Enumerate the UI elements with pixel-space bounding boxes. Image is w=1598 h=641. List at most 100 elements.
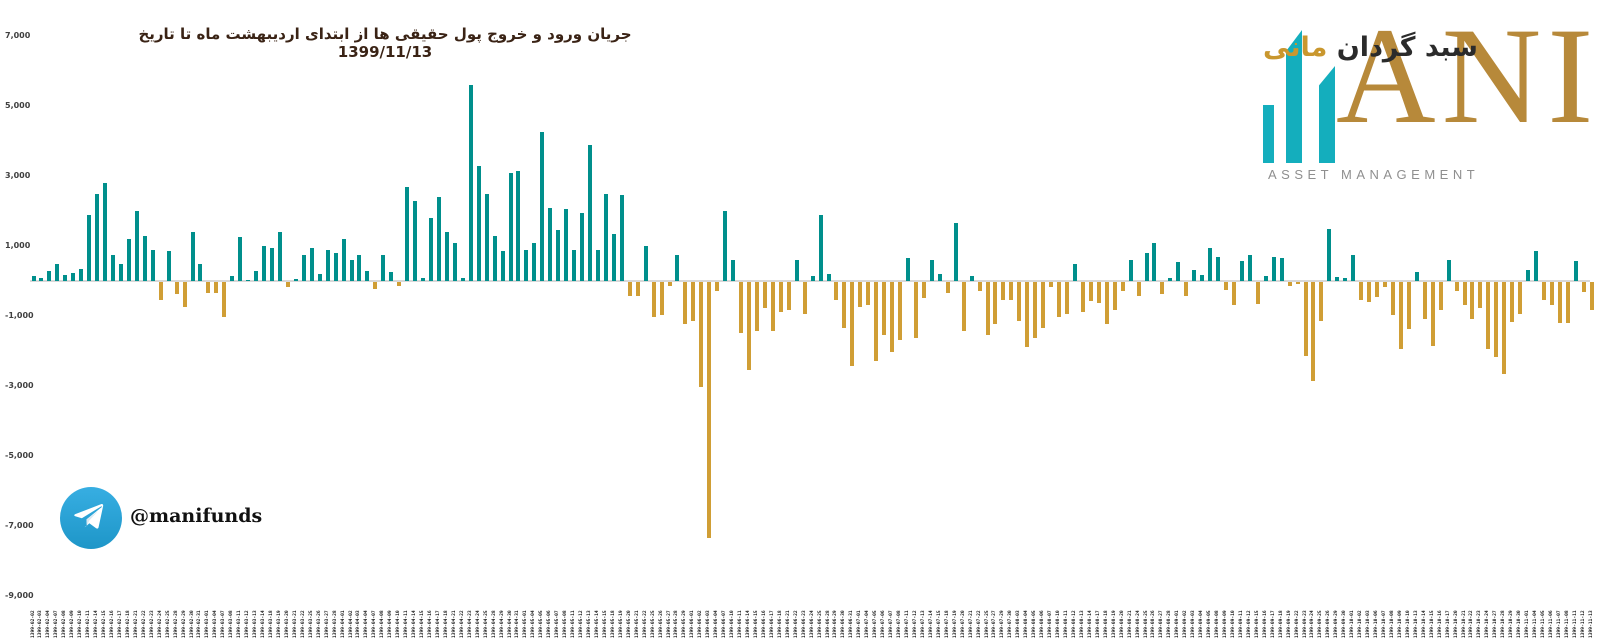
bar — [651, 282, 656, 317]
x-axis-label: 1399-06-11 — [738, 610, 744, 638]
x-axis-label: 1399-03-13 — [253, 610, 259, 638]
x-axis-label: 1399-05-08 — [563, 610, 569, 638]
x-axis-label: 1399-04-18 — [443, 610, 449, 638]
x-axis-label: 1399-06-14 — [746, 610, 751, 638]
bar — [906, 258, 910, 281]
x-axis-label: 1399-08-26 — [1151, 610, 1157, 638]
x-axis-label: 1399-08-28 — [1167, 610, 1173, 638]
bar — [246, 279, 251, 281]
bar — [325, 249, 330, 281]
x-axis-line — [30, 280, 1590, 282]
x-axis-label: 1399-08-07 — [1048, 610, 1054, 638]
bar — [1120, 282, 1125, 291]
x-axis-label: 1399-10-07 — [1382, 610, 1387, 638]
x-axis-label: 1399-02-18 — [125, 610, 131, 638]
bar — [580, 212, 585, 281]
bar — [977, 282, 982, 291]
x-axis-label: 1399-07-04 — [865, 610, 871, 638]
bar — [1414, 272, 1419, 281]
bar — [1526, 269, 1531, 281]
x-axis-label: 1399-06-22 — [793, 610, 799, 638]
x-axis-label: 1399-02-25 — [165, 610, 171, 638]
bar — [1470, 282, 1475, 320]
bar — [929, 260, 934, 281]
x-axis-label: 1399-03-27 — [324, 610, 330, 638]
x-axis-label: 1399-05-27 — [666, 610, 672, 638]
bar — [778, 282, 783, 312]
x-axis-label: 1399-05-15 — [602, 610, 608, 638]
bar — [723, 211, 728, 281]
bar — [1581, 282, 1586, 292]
x-axis-label: 1399-02-16 — [110, 610, 115, 638]
x-axis-label: 1399-10-21 — [1461, 610, 1467, 638]
bar — [1247, 254, 1252, 281]
bar — [1542, 282, 1546, 301]
x-axis-label: 1399-07-22 — [976, 610, 982, 638]
bar — [1231, 282, 1236, 306]
x-axis-label: 1399-04-07 — [372, 610, 378, 638]
bar — [230, 275, 235, 281]
x-axis-label: 1399-04-24 — [475, 610, 481, 638]
x-axis-label: 1399-03-04 — [213, 610, 219, 638]
x-axis-label: 1399-04-02 — [348, 610, 354, 638]
x-axis-label: 1399-03-18 — [269, 610, 274, 638]
bar — [452, 242, 457, 281]
bar — [1295, 282, 1300, 285]
x-axis-label: 1399-04-03 — [356, 610, 362, 638]
x-axis-label: 1399-03-01 — [205, 610, 211, 638]
x-axis-label: 1399-10-03 — [1366, 610, 1372, 638]
x-axis-label: 1399-10-27 — [1493, 610, 1499, 638]
x-axis-label: 1399-08-10 — [1056, 610, 1062, 638]
y-axis-tick-label: -1,000 — [5, 311, 34, 320]
bar — [413, 200, 418, 281]
x-axis-label: 1399-09-25 — [1318, 610, 1324, 638]
x-axis-label: 1399-11-04 — [1533, 610, 1539, 638]
x-axis-label: 1399-10-28 — [1501, 610, 1507, 638]
bar — [1406, 282, 1411, 330]
x-axis-label: 1399-09-10 — [1230, 610, 1236, 638]
x-axis-label: 1399-08-13 — [1079, 610, 1085, 638]
bar — [882, 282, 887, 335]
bar — [1160, 282, 1165, 294]
bar — [826, 274, 831, 281]
x-axis-label: 1399-03-14 — [261, 610, 267, 638]
x-axis-label: 1399-08-04 — [1024, 610, 1030, 638]
bar — [1534, 250, 1539, 281]
x-axis-label: 1399-05-26 — [658, 610, 664, 638]
x-axis-label: 1399-11-07 — [1556, 610, 1562, 638]
bar — [898, 282, 903, 340]
x-axis-label: 1399-05-01 — [523, 610, 529, 638]
x-axis-label: 1399-06-15 — [753, 610, 759, 638]
telegram-handle: @manifunds — [130, 505, 263, 527]
bar — [508, 172, 513, 281]
x-axis-label: 1399-04-10 — [396, 610, 402, 638]
bar — [921, 282, 926, 298]
bar — [762, 282, 767, 309]
x-axis-label: 1399-04-09 — [388, 610, 394, 638]
x-axis-label: 1399-10-23 — [1477, 610, 1483, 638]
bar — [349, 260, 354, 281]
x-axis-label: 1399-09-02 — [1183, 610, 1189, 638]
bar — [397, 282, 402, 286]
x-axis-label: 1399-10-06 — [1374, 610, 1380, 638]
x-axis-label: 1399-08-11 — [1064, 610, 1069, 638]
x-axis-label: 1399-07-20 — [960, 610, 966, 638]
x-axis-label: 1399-02-24 — [157, 610, 163, 638]
bar — [1057, 282, 1062, 317]
bar — [969, 275, 974, 281]
bar — [174, 282, 179, 295]
bar — [1454, 282, 1459, 291]
x-axis-label: 1399-03-19 — [276, 610, 282, 638]
bar — [1462, 282, 1467, 306]
x-axis-label: 1399-04-30 — [507, 610, 513, 638]
x-axis-label: 1399-04-11 — [404, 610, 410, 638]
bar — [285, 282, 290, 288]
x-axis-label: 1399-11-08 — [1564, 610, 1570, 638]
x-axis-label: 1399-07-13 — [920, 610, 926, 638]
x-axis-label: 1399-06-29 — [833, 610, 839, 638]
x-axis-label: 1399-02-04 — [46, 610, 52, 638]
x-axis-label: 1399-02-17 — [117, 610, 123, 638]
bar — [1072, 263, 1077, 281]
bar — [1009, 282, 1014, 300]
